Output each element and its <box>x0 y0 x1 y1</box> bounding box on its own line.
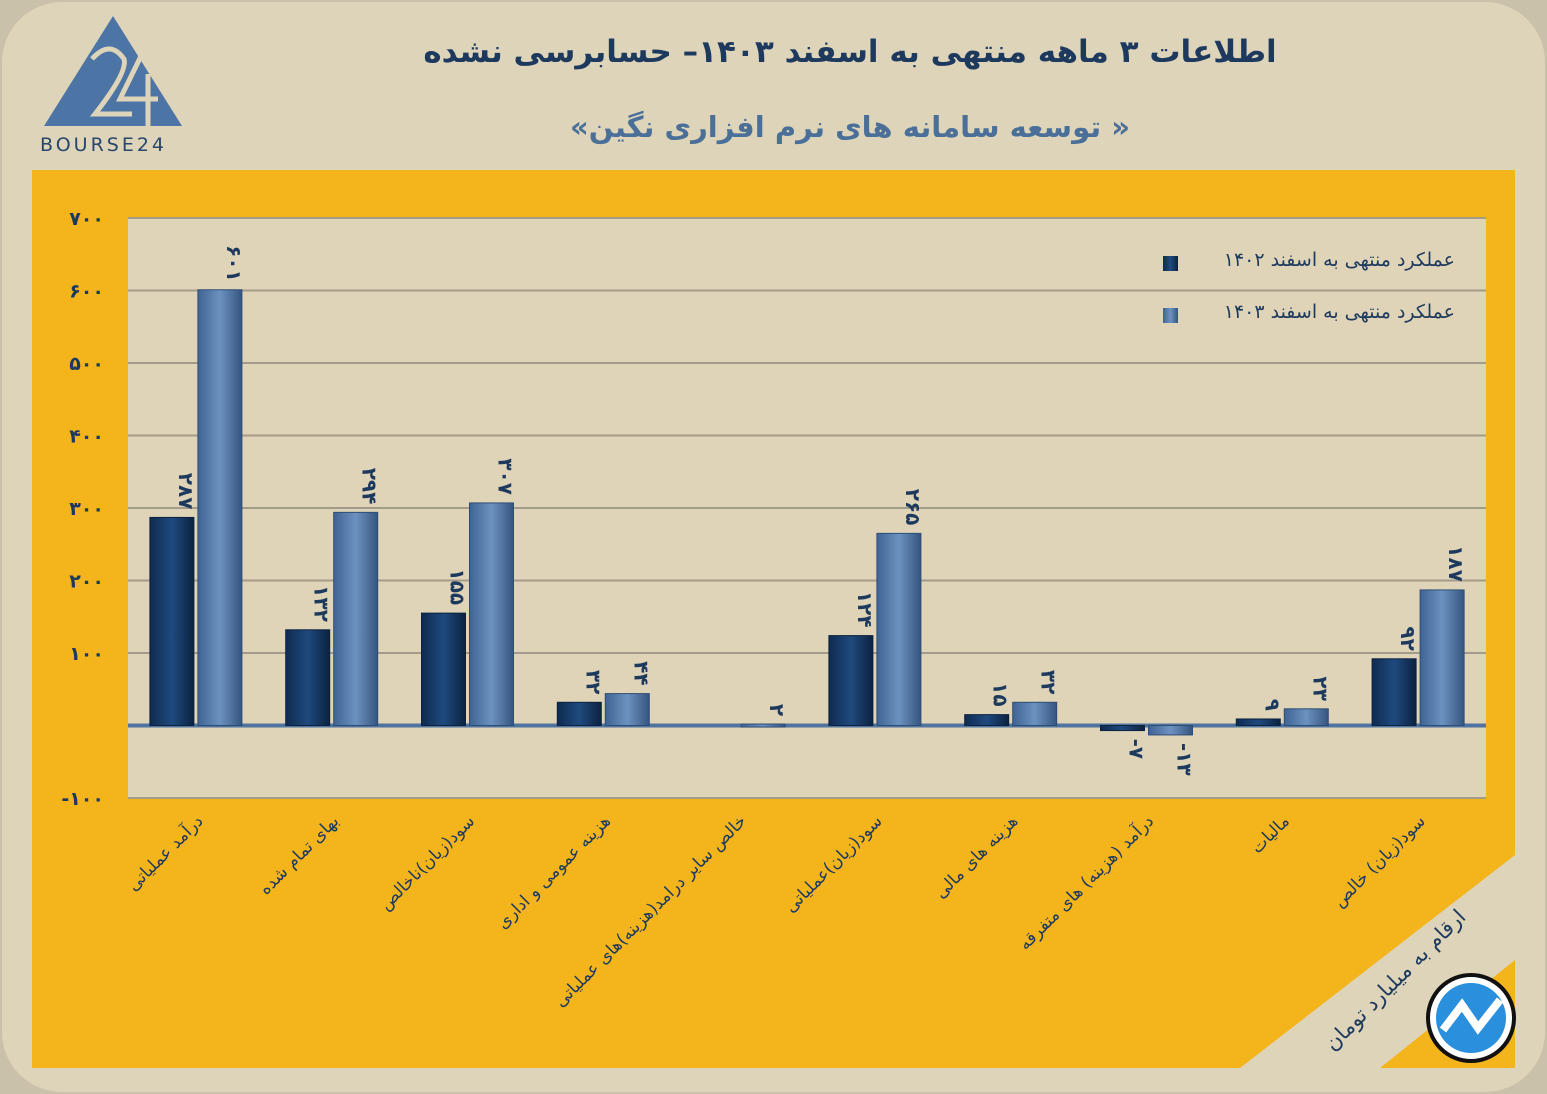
legend-swatch <box>1163 308 1178 323</box>
data-label: ۲۸۷ <box>174 473 198 510</box>
data-label: ۳۰۷ <box>494 458 518 495</box>
data-label: ۲ <box>765 704 789 716</box>
data-label: -۱۳ <box>1173 743 1197 776</box>
data-label: ۳۲ <box>1037 670 1061 694</box>
data-label: ۹ <box>1260 699 1284 711</box>
data-label: ۱۳۲ <box>310 585 334 622</box>
legend-label: عملکرد منتهی به اسفند ۱۴۰۲ <box>1224 249 1455 271</box>
bourse24-logo <box>44 16 182 126</box>
data-label: ۶۰۱ <box>222 245 246 282</box>
bar-1402 <box>828 635 874 726</box>
bar-1403 <box>197 289 243 726</box>
data-label: ۱۵ <box>989 682 1013 706</box>
y-tick-label: ۵۰۰ <box>69 353 104 375</box>
bar-1403 <box>604 693 650 726</box>
legend-label: عملکرد منتهی به اسفند ۱۴۰۳ <box>1224 301 1455 323</box>
bar-1403 <box>876 532 922 726</box>
y-tick-label: ۲۰۰ <box>69 571 104 593</box>
bar-1403 <box>1283 708 1329 727</box>
corner-logo <box>1426 973 1516 1063</box>
bar-1403 <box>1148 725 1193 736</box>
y-tick-label: ۶۰۰ <box>69 281 104 303</box>
y-tick-label: ۳۰۰ <box>69 498 104 520</box>
data-label: ۹۲ <box>1396 626 1420 650</box>
data-label: ۲۹۴ <box>358 468 382 505</box>
bar-1402 <box>964 714 1010 726</box>
data-label: ۲۶۵ <box>901 489 925 526</box>
data-label: ۱۸۷ <box>1444 545 1468 582</box>
y-tick-label: ۱۰۰ <box>69 643 104 665</box>
bar-1402 <box>285 629 331 726</box>
data-label: ۱۵۵ <box>446 569 470 606</box>
y-tick-label: -۱۰۰ <box>61 788 104 810</box>
bar-1402 <box>421 612 466 726</box>
bar-1402 <box>556 701 602 726</box>
bar-1402 <box>1371 658 1417 726</box>
bar-1403 <box>1419 589 1465 726</box>
y-tick-label: ۷۰۰ <box>69 208 104 230</box>
data-label: ۳۲ <box>581 670 605 694</box>
data-label: ۲۳ <box>1308 676 1332 700</box>
data-label: ۱۲۴ <box>853 591 877 628</box>
bar-1403 <box>740 723 786 728</box>
bar-1403 <box>1012 701 1058 726</box>
bar-1402 <box>1100 725 1145 732</box>
page-title: اطلاعات ۳ ماهه منتهی به اسفند ۱۴۰۳– حساب… <box>423 34 1277 70</box>
bar-1403 <box>333 511 379 726</box>
bar-1403 <box>469 502 514 726</box>
logo-text: BOURSE24 <box>40 134 168 156</box>
data-label: ۴۴ <box>629 661 653 685</box>
page-subtitle: « توسعه سامانه های نرم افزاری نگین» <box>570 110 1130 144</box>
bar-1402 <box>149 516 195 726</box>
data-label: -۷ <box>1125 739 1149 760</box>
y-tick-label: ۴۰۰ <box>69 426 104 448</box>
bar-1402 <box>1235 718 1281 726</box>
legend-swatch <box>1163 256 1178 271</box>
legend: عملکرد منتهی به اسفند ۱۴۰۲ عملکرد منتهی ب… <box>1163 249 1455 323</box>
